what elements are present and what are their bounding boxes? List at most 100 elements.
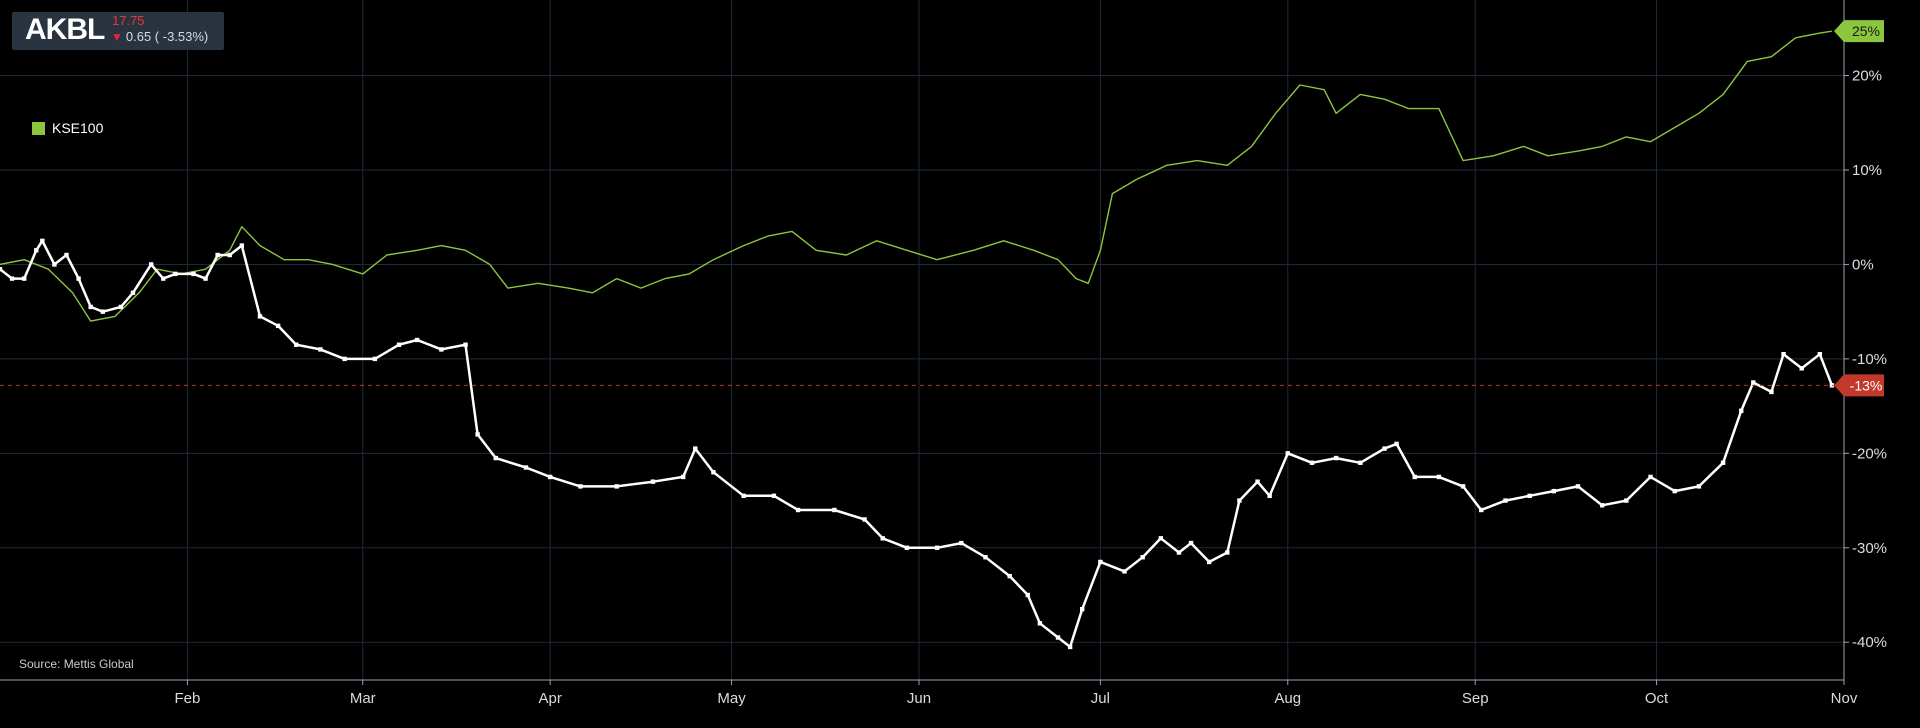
data-point-akbl [1007,573,1012,579]
data-point-akbl [118,304,124,310]
x-tick-label: Oct [1645,690,1669,707]
data-point-akbl [1025,592,1031,598]
y-tick-label: 10% [1852,162,1882,179]
data-point-akbl [1781,351,1786,357]
data-point-akbl [1188,540,1194,546]
data-point-akbl [711,470,716,475]
data-point-akbl [1267,493,1272,499]
data-point-akbl [239,243,245,248]
data-point-akbl [52,262,57,267]
data-point-akbl [1739,408,1744,414]
data-point-akbl [1098,559,1103,565]
value-tag-kse100 [1834,20,1884,43]
data-point-akbl [318,347,323,352]
data-point-akbl [9,276,15,281]
data-point-akbl [1479,507,1484,513]
data-point-akbl [1255,479,1260,484]
data-point-akbl [1460,484,1466,489]
data-point-akbl [1158,536,1164,541]
x-tick-label: Apr [539,690,562,707]
ticker-symbol: AKBL [25,13,105,46]
data-point-akbl [1599,503,1605,508]
chart-grid [0,0,1844,680]
data-point-akbl [1527,493,1532,499]
x-tick-label: Sep [1462,690,1489,707]
data-point-akbl [275,323,281,329]
data-point-akbl [1829,383,1835,388]
data-point-akbl [64,252,69,258]
data-point-akbl [257,314,263,319]
data-point-akbl [832,507,837,513]
data-point-akbl [741,493,746,499]
series-line-kse100 [0,30,1833,322]
arrow-down-icon: ▼ [111,30,123,44]
data-point-akbl [173,271,178,277]
data-point-akbl [1309,460,1315,465]
data-point-akbl [396,342,402,347]
data-point-akbl [680,474,686,480]
x-tick-label: Nov [1831,690,1858,707]
legend[interactable]: KSE100 [32,120,103,136]
data-point-akbl [1333,455,1339,461]
data-point-akbl [771,493,777,499]
data-point-akbl [650,479,656,484]
last-value-tags: 25% -13% [1834,20,1884,397]
data-point-akbl [1358,460,1363,465]
data-point-akbl [463,342,468,347]
data-point-akbl [215,252,220,258]
data-point-akbl [1225,550,1230,555]
value-tag-label: -13% [1850,377,1883,393]
data-point-akbl [1394,441,1399,447]
data-point-akbl [1055,635,1061,640]
y-tick-label: -30% [1852,540,1887,557]
data-point-akbl [862,517,867,522]
data-point-akbl [614,484,619,489]
ticker-card: AKBL 17.75 ▼ 0.65 ( -3.53%) [12,12,224,50]
data-point-akbl [1122,569,1127,574]
legend-swatch [32,121,45,135]
chart-axes: 20% 10% 0% -10% -20% -30% -40% Feb Mar Apr May Jun J… [0,0,1887,707]
data-point-akbl [1412,474,1417,480]
data-point-akbl [1720,460,1726,465]
data-point-akbl [523,465,529,470]
data-point-akbl [414,337,420,343]
data-point-akbl [493,455,498,461]
data-point-akbl [1237,498,1242,503]
data-point-akbl [148,262,154,267]
chart-series [0,30,1844,650]
data-point-akbl [372,356,378,362]
x-tick-label: Aug [1274,690,1301,707]
data-point-akbl [959,540,964,546]
data-point-akbl [1503,498,1508,503]
y-tick-label: 0% [1852,256,1874,273]
data-point-akbl [1176,550,1182,555]
x-tick-label: Jun [907,690,931,707]
source-note: Source: Mettis Global [19,657,134,671]
data-point-akbl [547,474,553,480]
data-point-akbl [1382,446,1387,451]
value-tag-label: 25% [1852,23,1880,39]
data-point-akbl [76,276,81,281]
data-point-akbl [191,271,196,277]
data-point-akbl [34,248,39,253]
series-line-akbl [0,239,1834,649]
data-point-akbl [983,555,988,560]
data-point-akbl [1624,498,1629,503]
x-tick-label: Jul [1091,690,1110,707]
data-point-akbl [693,446,698,451]
data-point-akbl [1696,484,1702,489]
x-tick-label: Feb [174,690,200,707]
data-point-akbl [294,342,299,347]
data-point-akbl [1080,606,1085,612]
data-point-akbl [1067,644,1073,650]
x-tick-label: Mar [350,690,376,707]
price-change: ▼ 0.65 ( -3.53%) [111,29,208,44]
x-tick-label: May [717,690,746,707]
data-point-akbl [161,276,166,281]
data-point-akbl [1285,451,1290,456]
data-point-akbl [1037,621,1043,626]
last-price: 17.75 [112,13,145,28]
data-point-akbl [578,484,583,489]
data-point-akbl [795,507,801,513]
data-point-akbl [439,347,444,352]
